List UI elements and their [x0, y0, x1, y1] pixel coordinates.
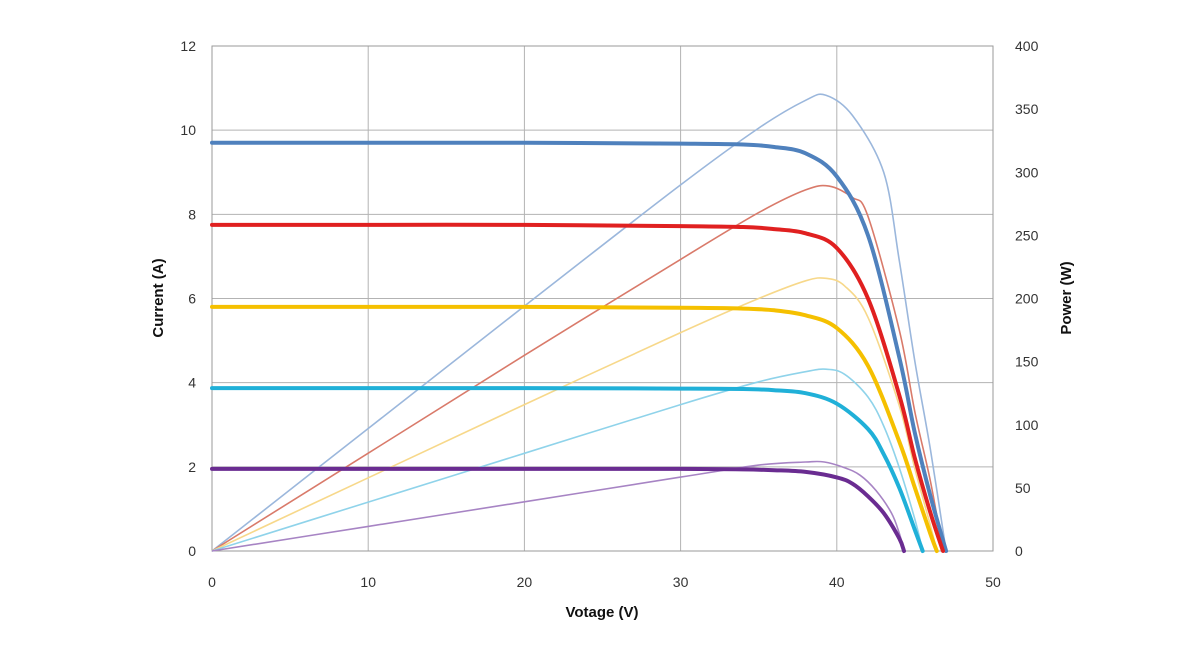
x-tick-label: 10: [360, 574, 376, 590]
x-axis-title: Votage (V): [565, 604, 638, 621]
y-right-tick-label: 100: [1015, 417, 1039, 433]
power-curve-5: [211, 460, 905, 552]
y-right-tick-label: 50: [1015, 480, 1031, 496]
plot-area: [211, 45, 994, 552]
power-curve-1: [211, 93, 947, 552]
y-right-tick-label: 350: [1015, 101, 1039, 117]
y-right-tick-label: 150: [1015, 354, 1039, 370]
y-left-tick-label: 10: [180, 122, 196, 138]
current-curves: [210, 140, 949, 553]
power-curve-2: [211, 184, 944, 552]
y-left-tick-label: 4: [188, 375, 196, 391]
y-right-tick-label: 200: [1015, 291, 1039, 307]
power-curve-4: [211, 368, 924, 552]
y-right-tick-label: 400: [1015, 38, 1039, 54]
y-right-tick-label: 250: [1015, 227, 1039, 243]
y-left-tick-label: 12: [180, 38, 196, 54]
tick-labels: 0 10 20 30 40 50 0 2 4 6 8 10 12 0 50 100 150 200 250 300 35…: [180, 38, 1038, 590]
y-left-tick-label: 6: [188, 291, 196, 307]
y-left-axis-title: Current (A): [150, 258, 167, 337]
current-curve-2: [210, 222, 945, 553]
current-curve-3: [210, 304, 939, 553]
y-left-tick-label: 0: [188, 543, 196, 559]
y-right-tick-label: 300: [1015, 164, 1039, 180]
x-tick-label: 20: [517, 574, 533, 590]
current-curve-5: [210, 466, 906, 553]
y-left-tick-label: 2: [188, 459, 196, 475]
x-tick-label: 30: [673, 574, 689, 590]
power-curves: [211, 93, 947, 552]
x-tick-label: 40: [829, 574, 845, 590]
grid: [211, 45, 994, 552]
x-tick-label: 0: [208, 574, 216, 590]
x-tick-label: 50: [985, 574, 1001, 590]
y-left-tick-label: 8: [188, 206, 196, 222]
power-curve-3: [211, 277, 938, 552]
current-curve-4: [210, 386, 925, 553]
y-right-tick-label: 0: [1015, 543, 1023, 559]
current-curve-1: [210, 140, 949, 553]
y-right-axis-title: Power (W): [1058, 261, 1075, 334]
